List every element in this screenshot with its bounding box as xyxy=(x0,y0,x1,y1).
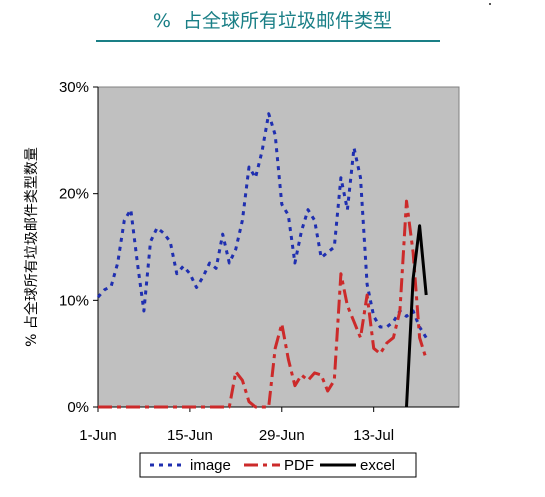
series-layer xyxy=(96,112,428,409)
legend: image PDF excel xyxy=(139,452,417,478)
chart-title: % 占全球所有垃圾邮件类型 xyxy=(152,10,393,32)
legend-label-image: image xyxy=(190,457,231,474)
x-tick-label: 1-Jun xyxy=(79,427,117,444)
legend-label-excel: excel xyxy=(360,457,395,474)
y-tick-label: 0% xyxy=(67,399,89,416)
y-axis: 0% 10% 20% 30% xyxy=(59,79,99,416)
y-axis-label: % 占全球所有垃圾邮件类型数量 xyxy=(23,147,40,347)
y-tick-label: 30% xyxy=(59,79,89,96)
x-tick-label: 13-Jul xyxy=(353,427,394,444)
x-tick-label: 15-Jun xyxy=(167,427,213,444)
series-excel-line xyxy=(405,224,428,408)
y-tick-label: 10% xyxy=(59,292,89,309)
legend-label-PDF: PDF xyxy=(284,457,314,474)
y-tick-label: 20% xyxy=(59,186,89,203)
title-underline xyxy=(96,40,440,42)
x-tick-label: 29-Jun xyxy=(259,427,305,444)
plot-area xyxy=(97,86,460,408)
corner-dot xyxy=(489,3,491,5)
x-axis: 1-Jun 15-Jun 29-Jun 13-Jul xyxy=(79,406,459,444)
series-PDF-line xyxy=(98,199,428,409)
